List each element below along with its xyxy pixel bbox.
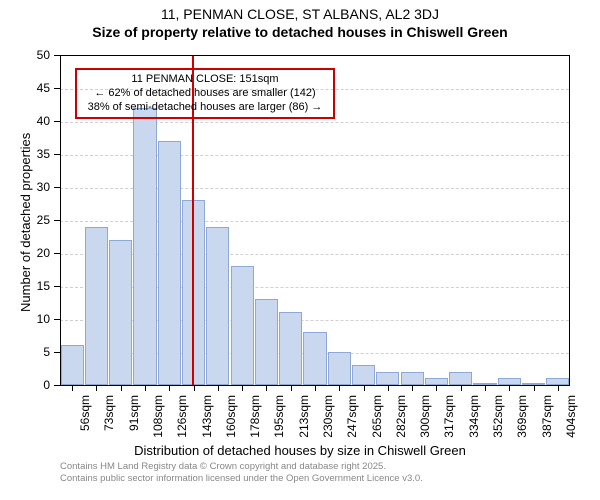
y-tick-label: 30 [0,180,50,194]
histogram-bar [133,108,156,385]
x-tick-label: 108sqm [151,395,165,445]
x-tick-label: 91sqm [127,395,141,445]
y-tick-label: 10 [0,312,50,326]
x-tick-label: 282sqm [394,395,408,445]
y-tick-label: 50 [0,48,50,62]
x-tick [461,385,462,391]
x-tick [194,385,195,391]
x-tick [485,385,486,391]
histogram-bar [546,378,569,385]
x-tick-label: 387sqm [540,395,554,445]
x-tick [266,385,267,391]
x-tick-label: 230sqm [321,395,335,445]
histogram-bar [352,365,375,385]
annotation-line: ← 62% of detached houses are smaller (14… [83,87,327,101]
x-tick-label: 317sqm [442,395,456,445]
x-tick-label: 73sqm [102,395,116,445]
histogram-bar [328,352,351,385]
y-tick-label: 15 [0,279,50,293]
x-tick-label: 56sqm [78,395,92,445]
histogram-bar [498,378,521,385]
y-tick-label: 5 [0,345,50,359]
x-tick [291,385,292,391]
x-axis-title: Distribution of detached houses by size … [0,443,600,458]
histogram-bar [206,227,229,385]
y-tick-label: 35 [0,147,50,161]
x-tick [169,385,170,391]
x-tick-label: 213sqm [297,395,311,445]
histogram-bar [61,345,84,385]
x-tick [436,385,437,391]
title-subtitle: Size of property relative to detached ho… [0,24,600,40]
x-tick [534,385,535,391]
attribution-footer: Contains HM Land Registry data © Crown c… [60,461,423,486]
x-tick-label: 404sqm [564,395,578,445]
y-tick-label: 20 [0,246,50,260]
x-tick-label: 160sqm [224,395,238,445]
x-tick [509,385,510,391]
x-tick-label: 195sqm [272,395,286,445]
x-tick [412,385,413,391]
x-tick [558,385,559,391]
x-tick [145,385,146,391]
histogram-bar [425,378,448,385]
footer-line2: Contains public sector information licen… [60,473,423,485]
x-tick [121,385,122,391]
annotation-line: 11 PENMAN CLOSE: 151sqm [83,73,327,87]
title-address: 11, PENMAN CLOSE, ST ALBANS, AL2 3DJ [0,6,600,22]
histogram-bar [303,332,326,385]
x-tick-label: 300sqm [418,395,432,445]
x-tick [315,385,316,391]
histogram-bar [376,372,399,385]
x-tick [96,385,97,391]
x-tick [242,385,243,391]
x-tick [388,385,389,391]
histogram-bar [158,141,181,385]
x-tick [339,385,340,391]
y-tick-label: 45 [0,81,50,95]
y-tick-label: 0 [0,378,50,392]
x-tick-label: 352sqm [491,395,505,445]
x-tick-label: 143sqm [200,395,214,445]
histogram-bar [401,372,424,385]
annotation-box: 11 PENMAN CLOSE: 151sqm← 62% of detached… [75,68,335,119]
y-tick-label: 40 [0,114,50,128]
x-tick-label: 369sqm [515,395,529,445]
x-tick-label: 334sqm [467,395,481,445]
x-tick [364,385,365,391]
x-tick-label: 265sqm [370,395,384,445]
y-tick-label: 25 [0,213,50,227]
histogram-bar [85,227,108,385]
x-tick-label: 247sqm [345,395,359,445]
histogram-bar [255,299,278,385]
x-tick [218,385,219,391]
x-tick [72,385,73,391]
annotation-line: 38% of semi-detached houses are larger (… [83,101,327,115]
histogram-bar [231,266,254,385]
x-tick-label: 178sqm [248,395,262,445]
histogram-bar [109,240,132,385]
y-axis [60,55,61,385]
x-tick-label: 126sqm [175,395,189,445]
footer-line1: Contains HM Land Registry data © Crown c… [60,461,423,473]
histogram-bar [449,372,472,385]
histogram-bar [279,312,302,385]
